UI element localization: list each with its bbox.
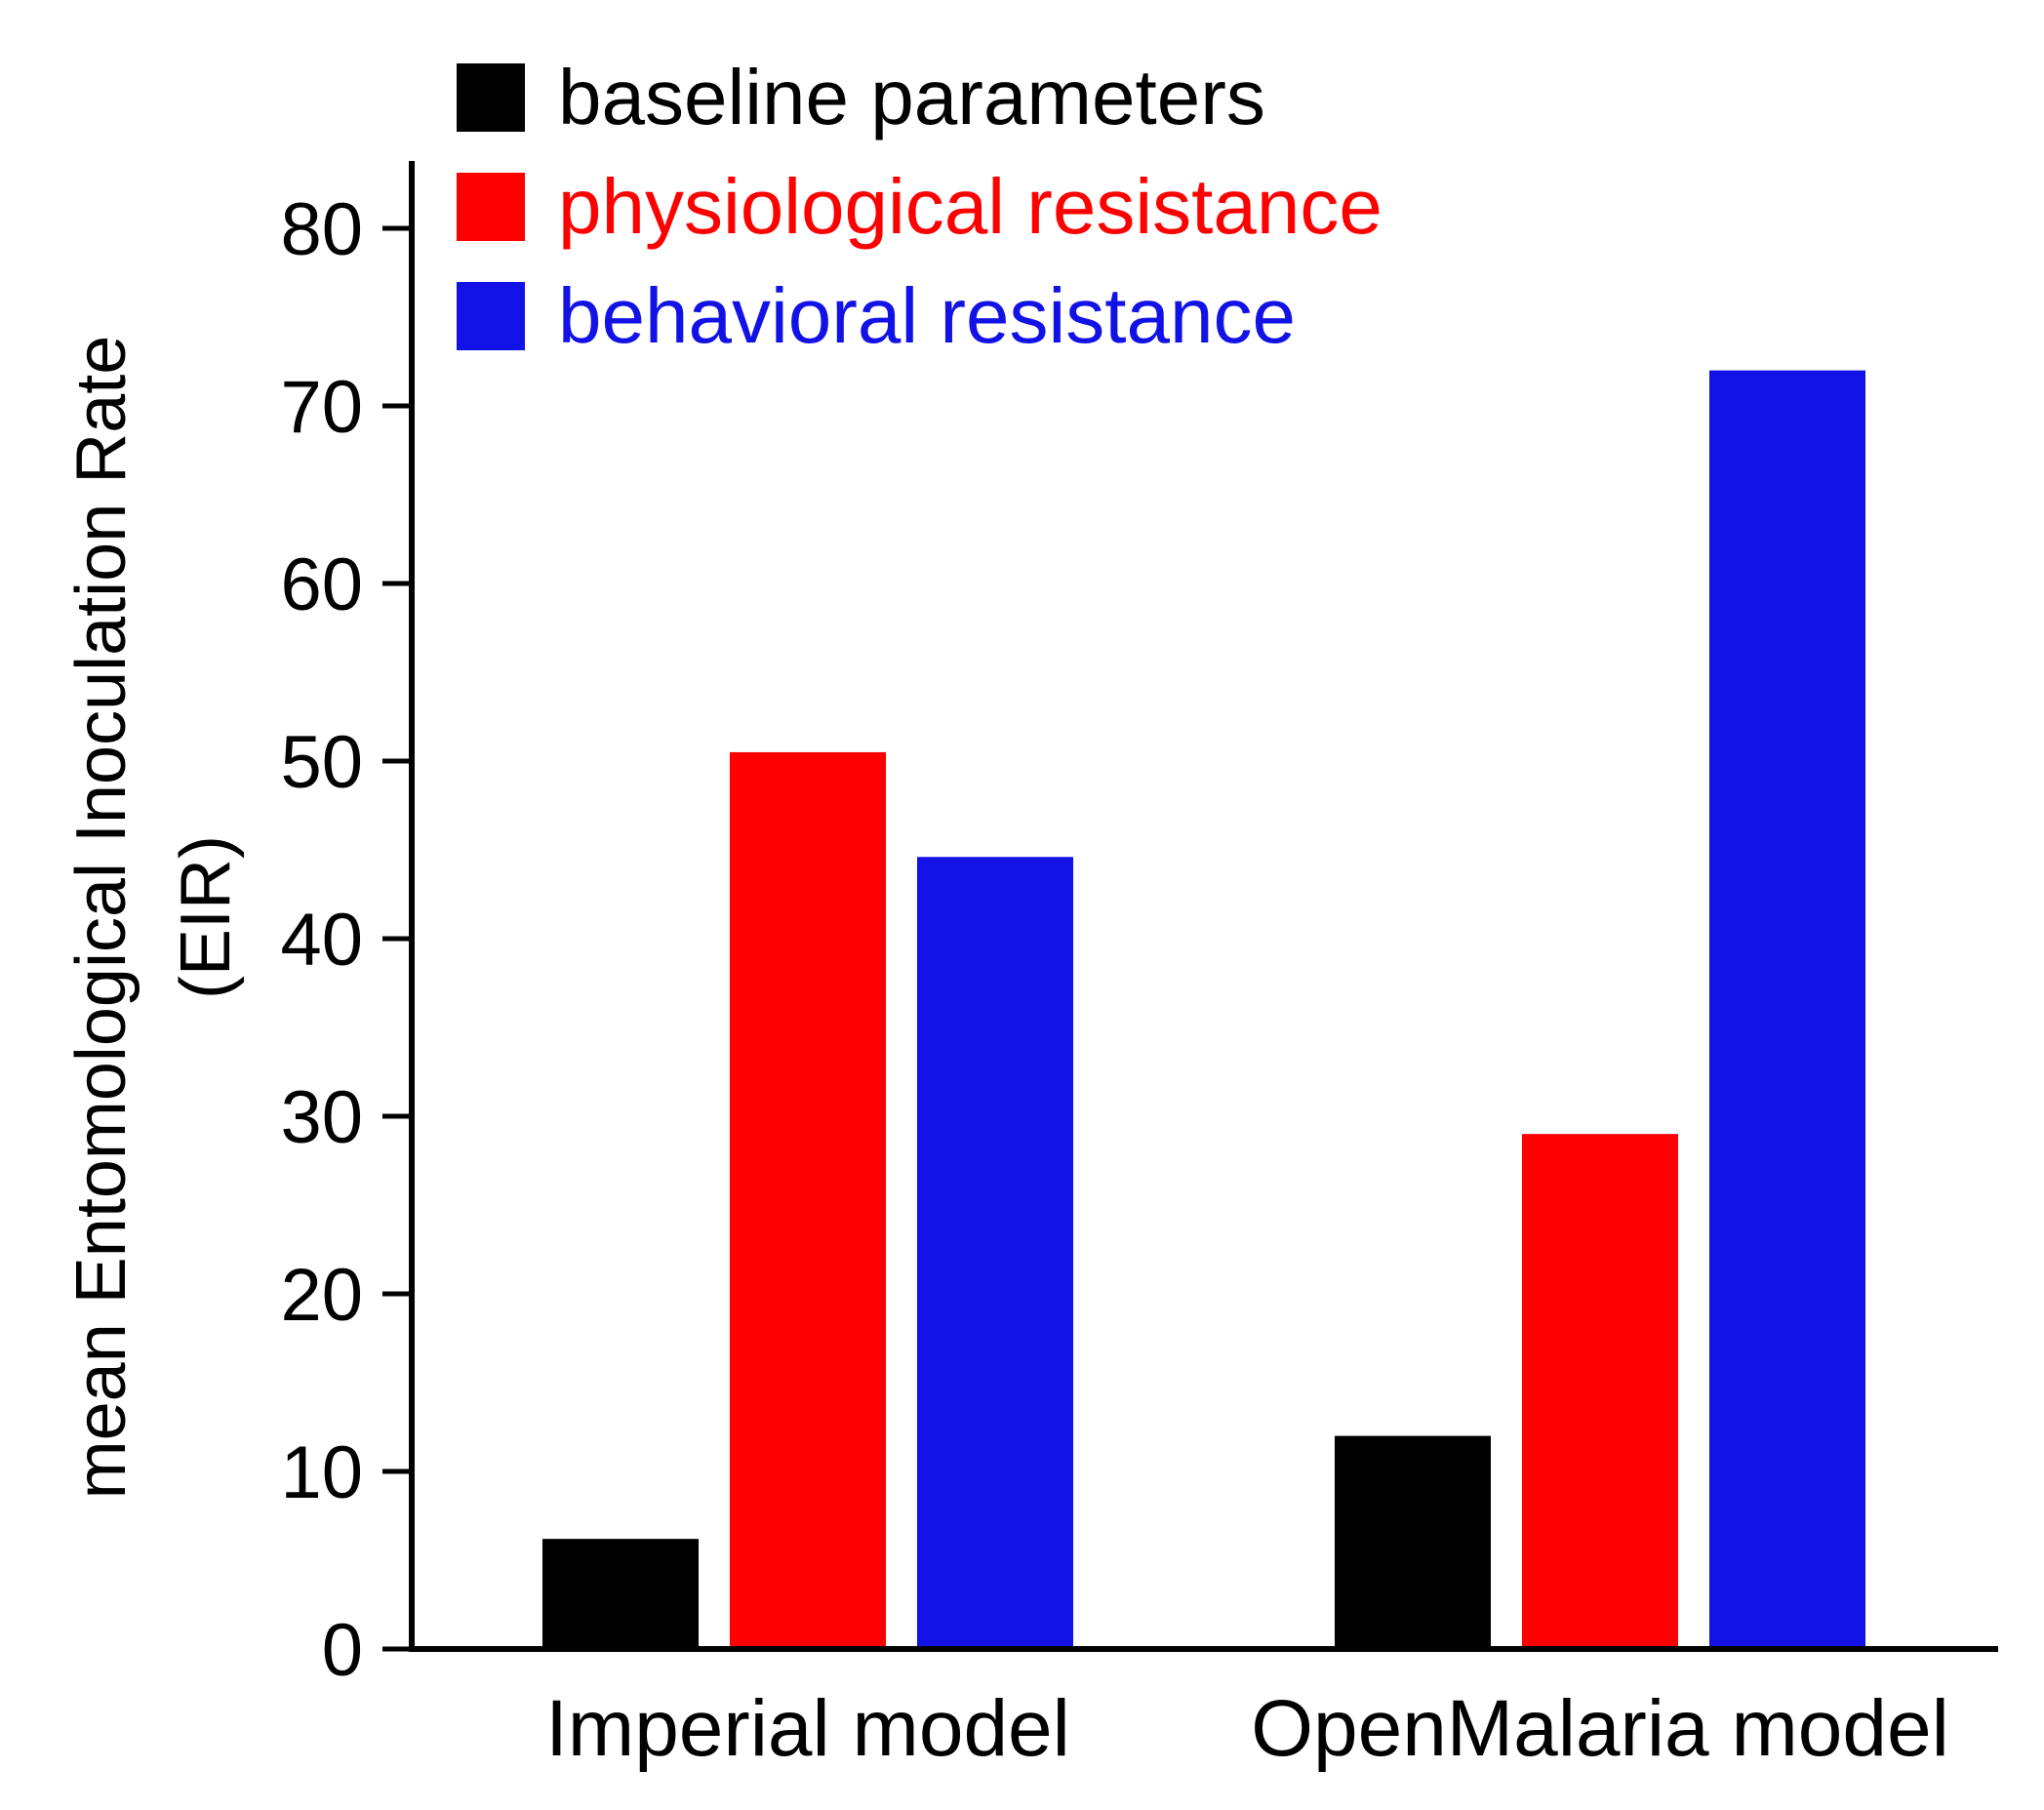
legend-swatch bbox=[457, 282, 525, 350]
category-label: OpenMalaria model bbox=[1251, 1684, 1949, 1773]
y-axis-label-line-1: mean Entomological Inoculation Rate bbox=[62, 336, 140, 1500]
legend-swatch bbox=[457, 63, 525, 132]
y-tick-label: 60 bbox=[280, 543, 363, 626]
category-labels: Imperial model OpenMalaria model bbox=[545, 1684, 1949, 1773]
y-tick-label: 30 bbox=[280, 1076, 363, 1159]
y-tick-label: 20 bbox=[280, 1254, 363, 1337]
y-tick-label: 80 bbox=[280, 188, 363, 271]
y-tick-label: 70 bbox=[280, 366, 363, 449]
category-label: Imperial model bbox=[545, 1684, 1070, 1773]
axes bbox=[409, 161, 1998, 1652]
legend: baseline parameters physiological resista… bbox=[457, 54, 1383, 359]
legend-label: physiological resistance bbox=[558, 163, 1383, 250]
bars bbox=[542, 370, 1865, 1650]
legend-swatch bbox=[457, 173, 525, 241]
legend-label: baseline parameters bbox=[558, 54, 1265, 141]
bar-baseline-parameters-imperial-model bbox=[542, 1539, 699, 1649]
y-axis-label: mean Entomological Inoculation Rate (EIR… bbox=[62, 336, 245, 1500]
y-tick-label: 50 bbox=[280, 721, 363, 804]
legend-label: behavioral resistance bbox=[558, 272, 1296, 359]
bar-physiological-resistance-openmalaria-model bbox=[1522, 1134, 1678, 1649]
y-axis-ticks: 0 10 20 30 40 50 60 70 80 bbox=[280, 188, 412, 1692]
y-tick-label: 40 bbox=[280, 899, 363, 982]
bar-behavioral-resistance-openmalaria-model bbox=[1709, 370, 1865, 1650]
bar-behavioral-resistance-imperial-model bbox=[917, 857, 1073, 1649]
y-axis-label-line-2: (EIR) bbox=[167, 835, 245, 999]
bar-physiological-resistance-imperial-model bbox=[730, 751, 886, 1649]
y-tick-label: 0 bbox=[322, 1609, 363, 1692]
bar-baseline-parameters-openmalaria-model bbox=[1335, 1435, 1491, 1649]
y-tick-label: 10 bbox=[280, 1431, 363, 1514]
